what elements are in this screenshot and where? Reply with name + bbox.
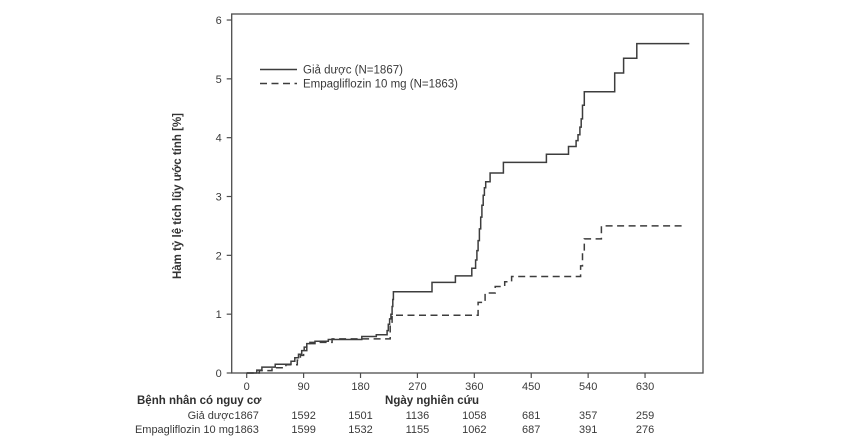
x-tick-label: 630 (636, 381, 654, 393)
risk-row-label-placebo: Giả dược (187, 410, 234, 422)
risk-count: 1599 (291, 424, 316, 436)
risk-count: 1592 (291, 410, 316, 422)
risk-count: 1532 (348, 424, 373, 436)
y-tick-label: 3 (216, 192, 222, 204)
risk-count: 687 (522, 424, 541, 436)
x-axis-title: Ngày nghiên cứu (385, 395, 479, 407)
empagliflozin-curve (246, 225, 685, 374)
risk-count: 1058 (462, 410, 487, 422)
risk-count: 681 (522, 410, 541, 422)
y-tick-label: 2 (216, 250, 222, 262)
x-tick-label: 270 (408, 381, 426, 393)
risk-count: 276 (635, 424, 655, 436)
risk-count: 259 (635, 410, 655, 422)
x-tick-label: 90 (297, 381, 309, 393)
y-tick-label: 1 (216, 309, 222, 321)
risk-count: 357 (578, 410, 598, 422)
y-tick-label: 0 (216, 368, 222, 380)
legend: Giả dược (N=1867) Empagliflozin 10 mg (N… (260, 65, 458, 91)
y-tick-label: 5 (216, 74, 222, 86)
x-tick-label: 0 (244, 381, 250, 393)
risk-table-header: Bệnh nhân có nguy cơ (137, 395, 262, 407)
risk-count: 1155 (405, 424, 430, 436)
risk-count: 1867 (234, 410, 259, 422)
legend-label-placebo: Giả dược (N=1867) (303, 65, 403, 77)
y-tick-label: 6 (216, 15, 222, 27)
y-tick-label: 4 (216, 133, 222, 145)
placebo-curve (246, 42, 690, 374)
x-tick-label: 540 (579, 381, 597, 393)
risk-row-label-empagliflozin: Empagliflozin 10 mg (134, 424, 234, 436)
risk-count: 391 (578, 424, 598, 436)
risk-count: 1863 (234, 424, 259, 436)
risk-count: 1501 (348, 410, 373, 422)
x-tick-label: 450 (522, 381, 540, 393)
legend-label-empagliflozin: Empagliflozin 10 mg (N=1863) (303, 79, 458, 91)
x-tick-label: 180 (351, 381, 369, 393)
plot-frame (231, 13, 704, 374)
risk-count: 1062 (462, 424, 487, 436)
risk-count: 1136 (405, 410, 430, 422)
x-tick-label: 360 (465, 381, 483, 393)
y-axis-title: Hàm tỷ lệ tích lũy ước tính [%] (172, 112, 184, 280)
